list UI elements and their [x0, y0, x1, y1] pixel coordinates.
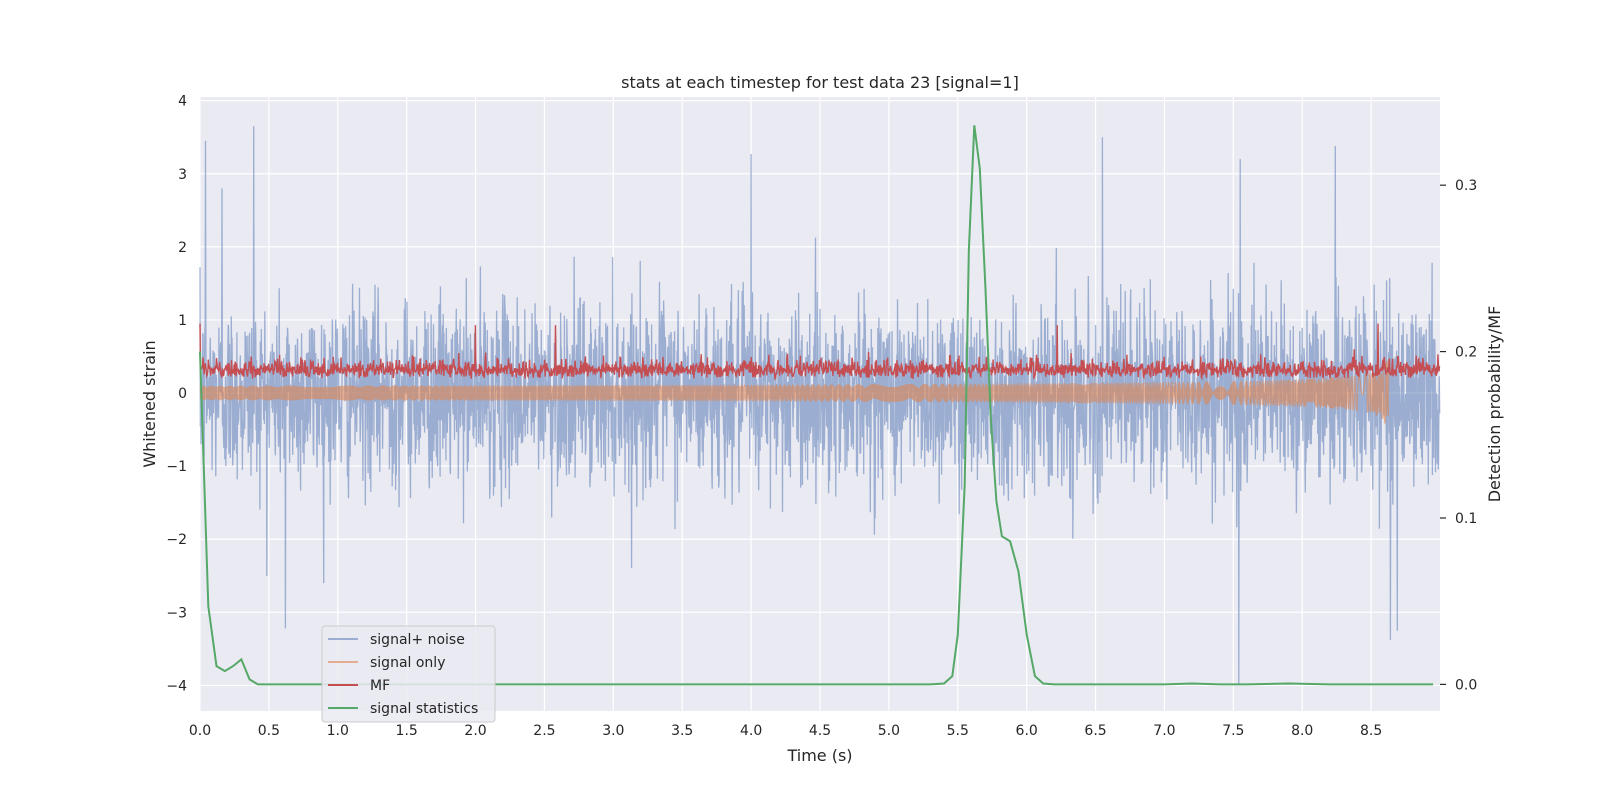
x-tick-label: 1.0 — [327, 723, 349, 739]
left-y-axis-ticks: 4 3 2 1 0 −1 −2 −3 −4 — [166, 94, 187, 695]
legend: signal+ noise signal only MF signal stat… — [321, 625, 496, 723]
x-tick-label: 6.5 — [1084, 723, 1106, 739]
signal-only-line — [199, 360, 1390, 425]
x-tick-label: 2.5 — [533, 723, 555, 739]
series-mf — [199, 323, 1441, 381]
series-signal-noise — [199, 126, 1441, 686]
x-axis-label: Time (s) — [786, 746, 852, 765]
x-tick-label: 7.0 — [1153, 723, 1175, 739]
left-y-tick-label: 1 — [178, 313, 187, 329]
left-y-tick-label: −1 — [166, 459, 187, 475]
x-tick-label: 1.5 — [396, 723, 418, 739]
left-y-tick-label: −2 — [166, 532, 187, 548]
x-tick-label: 0.0 — [189, 723, 211, 739]
legend-label-signal-noise: signal+ noise — [370, 632, 465, 648]
x-tick-label: 5.0 — [878, 723, 900, 739]
x-tick-label: 8.5 — [1360, 723, 1382, 739]
right-y-axis-label: Detection probability/MF — [1485, 306, 1504, 503]
signal-noise-line — [199, 126, 1441, 686]
x-tick-label: 6.0 — [1016, 723, 1038, 739]
x-tick-label: 7.5 — [1222, 723, 1244, 739]
legend-label-signal-only: signal only — [370, 655, 445, 671]
signal-statistics-line — [199, 125, 1434, 686]
legend-box — [321, 625, 496, 723]
right-y-tick-label: 0.2 — [1455, 345, 1477, 361]
chart-title: stats at each timestep for test data 23 … — [621, 73, 1019, 92]
right-y-tick-label: 0.1 — [1455, 511, 1477, 527]
right-y-tick-label: 0.0 — [1455, 677, 1477, 693]
x-tick-label: 0.5 — [258, 723, 280, 739]
left-y-tick-label: 3 — [178, 167, 187, 183]
x-tick-label: 4.0 — [740, 723, 762, 739]
x-tick-label: 4.5 — [809, 723, 831, 739]
right-y-tick-label: 0.3 — [1455, 178, 1477, 194]
x-tick-label: 2.0 — [464, 723, 486, 739]
left-y-axis-label: Whitened strain — [140, 340, 159, 467]
left-y-tick-label: −4 — [166, 678, 187, 694]
left-y-tick-label: 0 — [178, 386, 187, 402]
left-y-tick-label: −3 — [166, 605, 187, 621]
x-tick-label: 3.0 — [602, 723, 624, 739]
left-y-tick-label: 2 — [178, 240, 187, 256]
x-tick-label: 5.5 — [947, 723, 969, 739]
mf-line — [199, 323, 1441, 381]
series-signal-only — [199, 360, 1390, 425]
x-tick-label: 8.0 — [1291, 723, 1313, 739]
x-axis-ticks: 0.0 0.5 1.0 1.5 2.0 2.5 3.0 3.5 4.0 4.5 5.0 5.5 6.0 6… — [189, 723, 1382, 739]
legend-label-mf: MF — [370, 678, 390, 694]
left-y-tick-label: 4 — [178, 94, 187, 110]
right-y-axis-ticks: 0.3 0.2 0.1 0.0 — [1440, 178, 1477, 693]
series-signal-statistics — [199, 125, 1434, 686]
legend-label-signal-statistics: signal statistics — [370, 701, 478, 717]
x-tick-label: 3.5 — [671, 723, 693, 739]
